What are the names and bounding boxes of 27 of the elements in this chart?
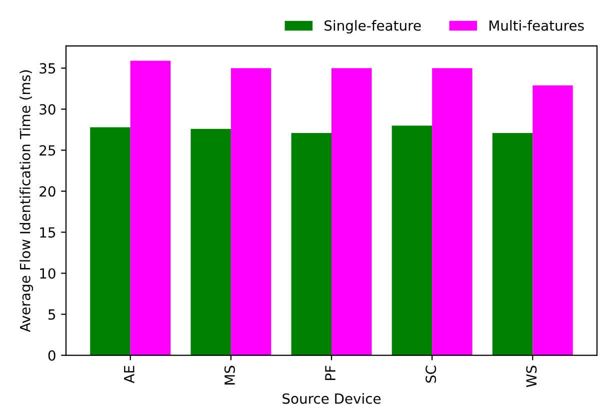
bar — [432, 68, 472, 356]
x-tick-label: WS — [526, 366, 537, 388]
y-tick-label: 5 — [48, 309, 56, 320]
legend-label: Multi-features — [490, 20, 584, 31]
bar — [190, 128, 231, 356]
y-tick-label: 25 — [40, 145, 56, 156]
bar — [492, 132, 533, 356]
x-tick-label: PF — [325, 366, 336, 380]
bar — [291, 132, 332, 356]
y-tick-label: 35 — [40, 63, 56, 74]
bar — [130, 60, 171, 356]
x-tick-label: SC — [426, 366, 436, 383]
y-axis-title: Average Flow Identification Time (ms) — [20, 70, 34, 332]
y-tick-label: 30 — [40, 104, 56, 115]
bar — [332, 68, 372, 356]
bar — [230, 68, 272, 356]
y-tick-label: 10 — [40, 268, 56, 279]
y-tick-label: 0 — [48, 350, 56, 361]
x-tick-label: MS — [224, 366, 235, 384]
bar — [392, 126, 432, 356]
legend-label: Single-feature — [324, 20, 421, 34]
y-tick-label: 20 — [40, 186, 56, 197]
x-tick-label: AE — [124, 366, 134, 384]
x-axis-title: Source Device — [282, 393, 381, 404]
bar — [532, 85, 573, 356]
y-tick-label: 15 — [40, 227, 56, 238]
bar — [90, 127, 130, 356]
